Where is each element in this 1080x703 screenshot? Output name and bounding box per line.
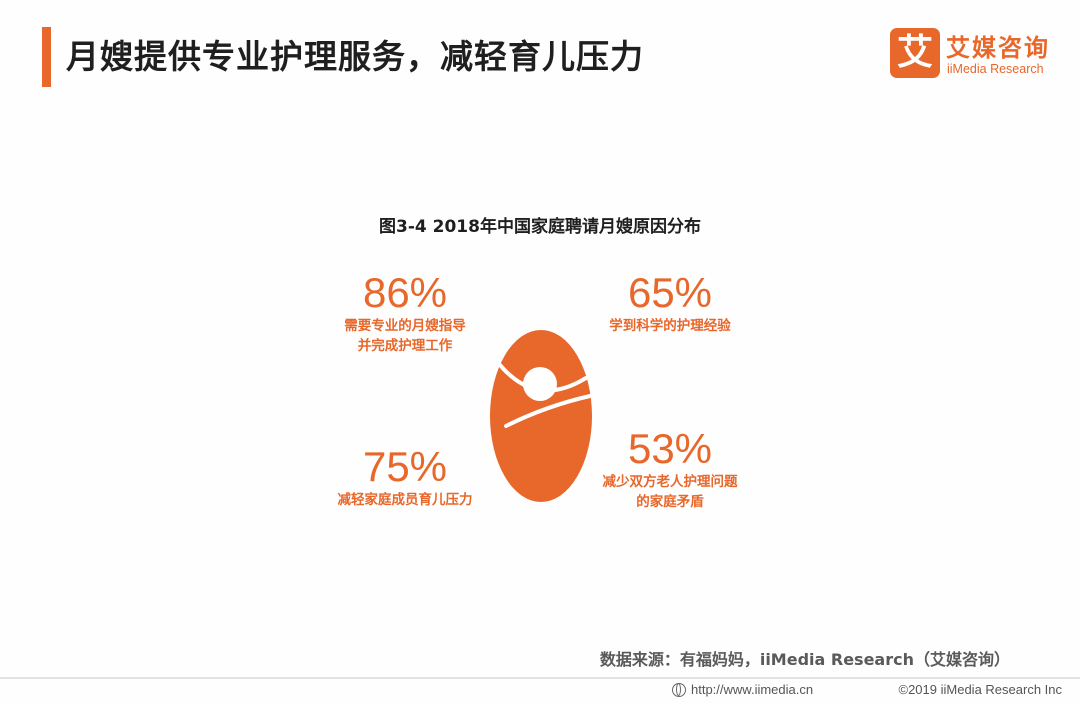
stat-reduce-family-conflict: 53% 减少双方老人护理问题 的家庭矛盾 bbox=[580, 426, 760, 512]
stat-label-line: 减轻家庭成员育儿压力 bbox=[337, 492, 473, 508]
stat-label-line: 的家庭矛盾 bbox=[636, 494, 704, 510]
footer-copyright: ©2019 iiMedia Research Inc bbox=[898, 682, 1063, 697]
title-accent-bar bbox=[42, 27, 51, 87]
page-title: 月嫂提供专业护理服务，减轻育儿压力 bbox=[66, 37, 644, 76]
swaddled-baby-icon bbox=[490, 330, 592, 502]
stat-value: 86% bbox=[362, 269, 448, 316]
globe-icon bbox=[672, 683, 686, 697]
logo-name-cn: 艾媒咨询 bbox=[946, 34, 1050, 62]
footer-url-text[interactable]: http://www.iimedia.cn bbox=[691, 682, 814, 697]
stat-reduce-family-pressure: 75% 减轻家庭成员育儿压力 bbox=[315, 444, 495, 510]
stat-label-line: 需要专业的月嫂指导 bbox=[344, 318, 466, 334]
footer-divider bbox=[0, 677, 1080, 679]
stat-label-line: 并完成护理工作 bbox=[357, 338, 453, 354]
stat-professional-guidance: 86% 需要专业的月嫂指导 并完成护理工作 bbox=[315, 270, 495, 356]
stat-label-line: 减少双方老人护理问题 bbox=[602, 474, 738, 490]
stat-value: 75% bbox=[362, 443, 448, 490]
stat-learn-care-experience: 65% 学到科学的护理经验 bbox=[580, 270, 760, 336]
stat-label-line: 学到科学的护理经验 bbox=[609, 318, 731, 334]
stat-value: 65% bbox=[627, 269, 713, 316]
stat-value: 53% bbox=[627, 425, 713, 472]
iimedia-logo: 艾 艾媒咨询 iiMedia Research bbox=[890, 28, 1065, 82]
logo-mark-icon: 艾 bbox=[890, 28, 940, 78]
logo-name-en: iiMedia Research bbox=[947, 62, 1044, 76]
chart-title: 图3-4 2018年中国家庭聘请月嫂原因分布 bbox=[379, 217, 701, 237]
footer-url[interactable]: http://www.iimedia.cn bbox=[672, 682, 813, 697]
data-source: 数据来源：有福妈妈，iiMedia Research（艾媒咨询） bbox=[599, 650, 1010, 669]
